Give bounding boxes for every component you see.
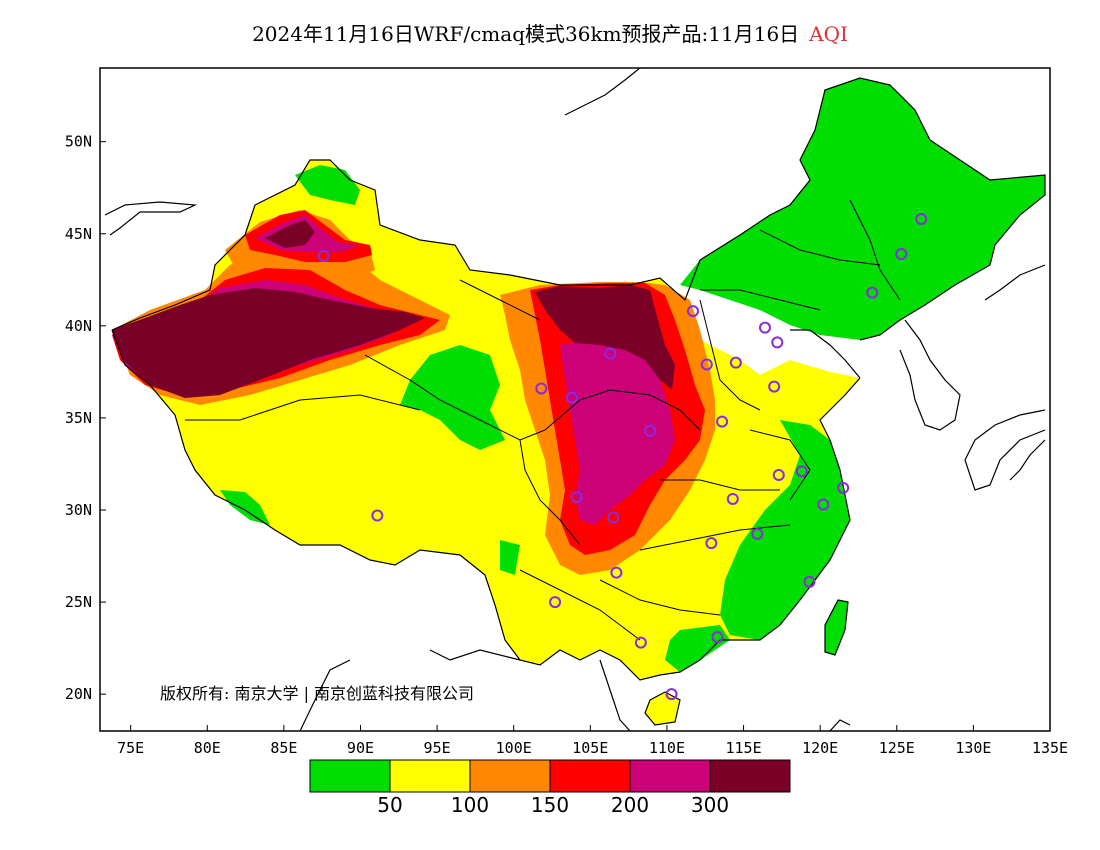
station-marker xyxy=(634,636,647,649)
station-marker xyxy=(604,347,617,360)
station-marker xyxy=(729,356,742,369)
lon-tick-label: 130E xyxy=(955,739,991,757)
station-marker xyxy=(768,380,781,393)
aqi-zone-green-taiwan xyxy=(825,600,848,655)
lon-tick-label: 100E xyxy=(496,739,532,757)
station-marker xyxy=(535,382,548,395)
lon-tick-label: 115E xyxy=(725,739,761,757)
aqi-zone-maroon-north xyxy=(265,220,315,248)
lon-tick-label: 125E xyxy=(879,739,915,757)
station-marker xyxy=(716,415,729,428)
aqi-zone-green-northeast xyxy=(680,78,1045,340)
aqi-zone-green-tibet-west xyxy=(220,490,270,525)
aqi-zone-maroon-loess xyxy=(535,285,675,390)
aqi-zone-green-qinghai xyxy=(400,345,505,450)
station-markers xyxy=(317,213,928,701)
station-marker xyxy=(570,491,583,504)
lon-tick-label: 135E xyxy=(1032,739,1068,757)
map-title: 2024年11月16日WRF/cmaq模式36km预报产品:11月16日 AQI xyxy=(0,18,1100,47)
station-marker xyxy=(866,286,879,299)
station-marker xyxy=(772,469,785,482)
aqi-zone-green-dzungaria xyxy=(295,165,360,205)
country-boundaries xyxy=(104,67,1046,732)
aqi-zone-magenta-central xyxy=(560,340,675,525)
station-marker xyxy=(665,688,678,701)
station-marker xyxy=(610,566,623,579)
station-marker xyxy=(817,498,830,511)
station-marker xyxy=(726,492,739,505)
lon-tick-label: 105E xyxy=(572,739,608,757)
lon-tick-label: 95E xyxy=(424,739,451,757)
station-marker xyxy=(607,511,620,524)
lat-tick-label: 45N xyxy=(65,225,92,243)
lat-tick-label: 40N xyxy=(65,317,92,335)
lat-tick-label: 20N xyxy=(65,685,92,703)
station-marker xyxy=(837,481,850,494)
station-marker xyxy=(705,537,718,550)
aqi-zone-green-yunnan xyxy=(500,540,520,575)
copyright-text: 版权所有: 南京大学 | 南京创蓝科技有限公司 xyxy=(160,684,475,703)
title-text: 2024年11月16日WRF/cmaq模式36km预报产品:11月16日 xyxy=(252,22,800,46)
station-marker xyxy=(759,321,771,334)
station-marker xyxy=(751,527,764,540)
lat-tick-label: 50N xyxy=(65,133,92,151)
aqi-zone-yellow-hainan xyxy=(645,692,680,725)
aqi-zone-maroon-tarim xyxy=(112,288,425,398)
province-boundaries xyxy=(185,199,901,641)
lat-tick-label: 30N xyxy=(65,501,92,519)
aqi-zone-green-south-coast xyxy=(665,625,730,672)
station-marker xyxy=(711,631,724,644)
station-marker xyxy=(686,305,699,318)
variable-label: AQI xyxy=(809,22,848,46)
lon-tick-label: 85E xyxy=(270,739,297,757)
aqi-zone-green-southeast xyxy=(720,420,850,640)
lon-tick-label: 90E xyxy=(347,739,374,757)
station-marker xyxy=(803,575,816,588)
station-marker xyxy=(565,391,578,404)
station-marker xyxy=(700,358,713,371)
lon-tick-label: 110E xyxy=(649,739,685,757)
station-marker xyxy=(371,509,384,522)
lon-tick-label: 75E xyxy=(117,739,144,757)
station-marker xyxy=(895,248,908,261)
lon-tick-label: 120E xyxy=(802,739,838,757)
lon-tick-label: 80E xyxy=(194,739,221,757)
axis-tick-labels: 75E 80E 85E 90E 95E 100E 105E 110E 115E 120E 125E 1… xyxy=(65,133,1068,757)
lat-tick-label: 25N xyxy=(65,593,92,611)
station-marker xyxy=(644,424,657,437)
axis-ticks xyxy=(100,141,1051,731)
station-marker xyxy=(771,336,784,349)
station-marker xyxy=(317,249,330,262)
lat-tick-label: 35N xyxy=(65,409,92,427)
station-marker xyxy=(549,596,562,609)
station-marker xyxy=(915,213,928,226)
map-frame xyxy=(99,67,1051,732)
station-marker xyxy=(795,465,808,478)
